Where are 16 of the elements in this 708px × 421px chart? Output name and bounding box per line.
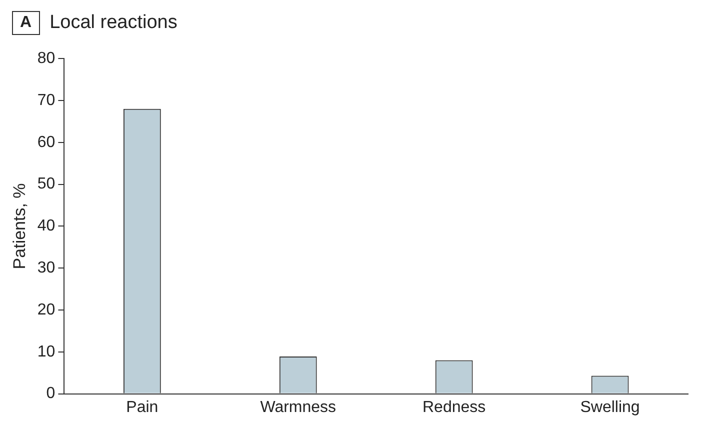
y-tick-label: 40	[37, 218, 56, 235]
x-tick-label: Pain	[126, 398, 158, 416]
y-tick-label: 20	[37, 301, 56, 318]
y-tick-label: 0	[46, 385, 56, 402]
y-axis-title: Patients, %	[10, 183, 29, 270]
y-tick-label: 50	[37, 176, 56, 193]
x-tick-label: Redness	[422, 398, 486, 416]
y-tick-label: 10	[37, 343, 56, 360]
y-tick-label: 60	[37, 134, 56, 151]
x-tick-label: Swelling	[580, 398, 640, 416]
y-tick-label: 70	[37, 92, 56, 109]
chart-title: Local reactions	[50, 12, 178, 34]
text: A	[12, 11, 40, 35]
x-tick-label: Warmness	[260, 398, 336, 416]
y-tick-label: 30	[37, 260, 56, 277]
y-tick-label: 80	[37, 50, 56, 68]
